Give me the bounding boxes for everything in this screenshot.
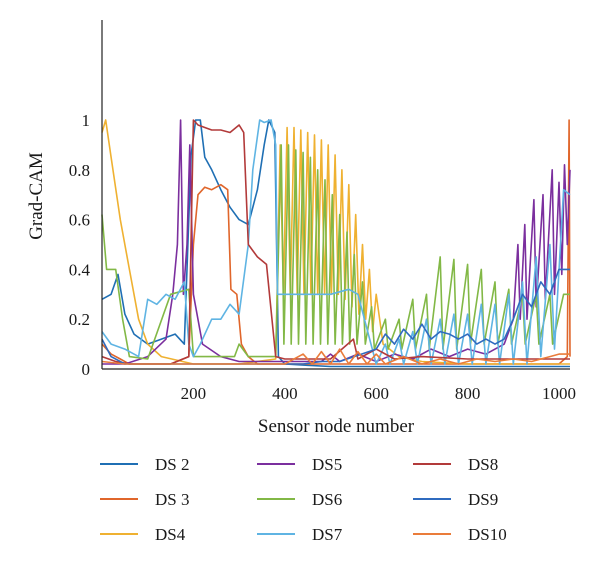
y-axis-title: Grad-CAM (26, 152, 47, 240)
legend-item: DS10 (413, 525, 507, 544)
x-tick-label: 600 (363, 384, 389, 403)
legend-item: DS 2 (100, 455, 189, 474)
x-tick-label: 200 (181, 384, 207, 403)
legend-item: DS6 (257, 490, 342, 509)
x-axis-title: Sensor node number (258, 416, 415, 437)
legend-item: DS4 (100, 525, 186, 544)
series-layer (101, 119, 571, 368)
legend-item: DS 3 (100, 490, 189, 509)
legend-label: DS9 (468, 490, 498, 509)
legend-item: DS5 (257, 455, 342, 474)
legend-label: DS10 (468, 525, 507, 544)
legend: DS 2 DS5 DS8 DS 3 DS6 DS9 DS4 DS7 DS10 (100, 455, 507, 544)
legend-label: DS 2 (155, 455, 189, 474)
y-tick-label: 0.6 (69, 211, 90, 230)
x-tick-label: 400 (272, 384, 298, 403)
series-line-ds7 (101, 119, 571, 365)
legend-label: DS5 (312, 455, 342, 474)
legend-item: DS8 (413, 455, 498, 474)
series-line-ds8 (101, 119, 570, 365)
y-tick-label: 0.8 (69, 161, 90, 180)
series-line-ds4 (101, 119, 570, 365)
legend-label: DS8 (468, 455, 498, 474)
tick-layer: 200 400 600 800 1000 0 0.2 0.4 0.6 0.8 1 (69, 111, 576, 403)
legend-item: DS9 (413, 490, 498, 509)
y-tick-label: 1 (82, 111, 91, 130)
y-tick-label: 0.4 (69, 260, 91, 279)
legend-label: DS 3 (155, 490, 189, 509)
series-line-ds6 (101, 144, 570, 360)
series-line-ds10 (101, 348, 570, 365)
axis-layer (101, 20, 570, 370)
x-tick-label: 800 (455, 384, 481, 403)
y-tick-label: 0 (82, 360, 91, 379)
y-tick-label: 0.2 (69, 310, 90, 329)
legend-label: DS4 (155, 525, 186, 544)
x-tick-label: 1000 (542, 384, 576, 403)
legend-label: DS7 (312, 525, 343, 544)
legend-item: DS7 (257, 525, 343, 544)
legend-label: DS6 (312, 490, 342, 509)
